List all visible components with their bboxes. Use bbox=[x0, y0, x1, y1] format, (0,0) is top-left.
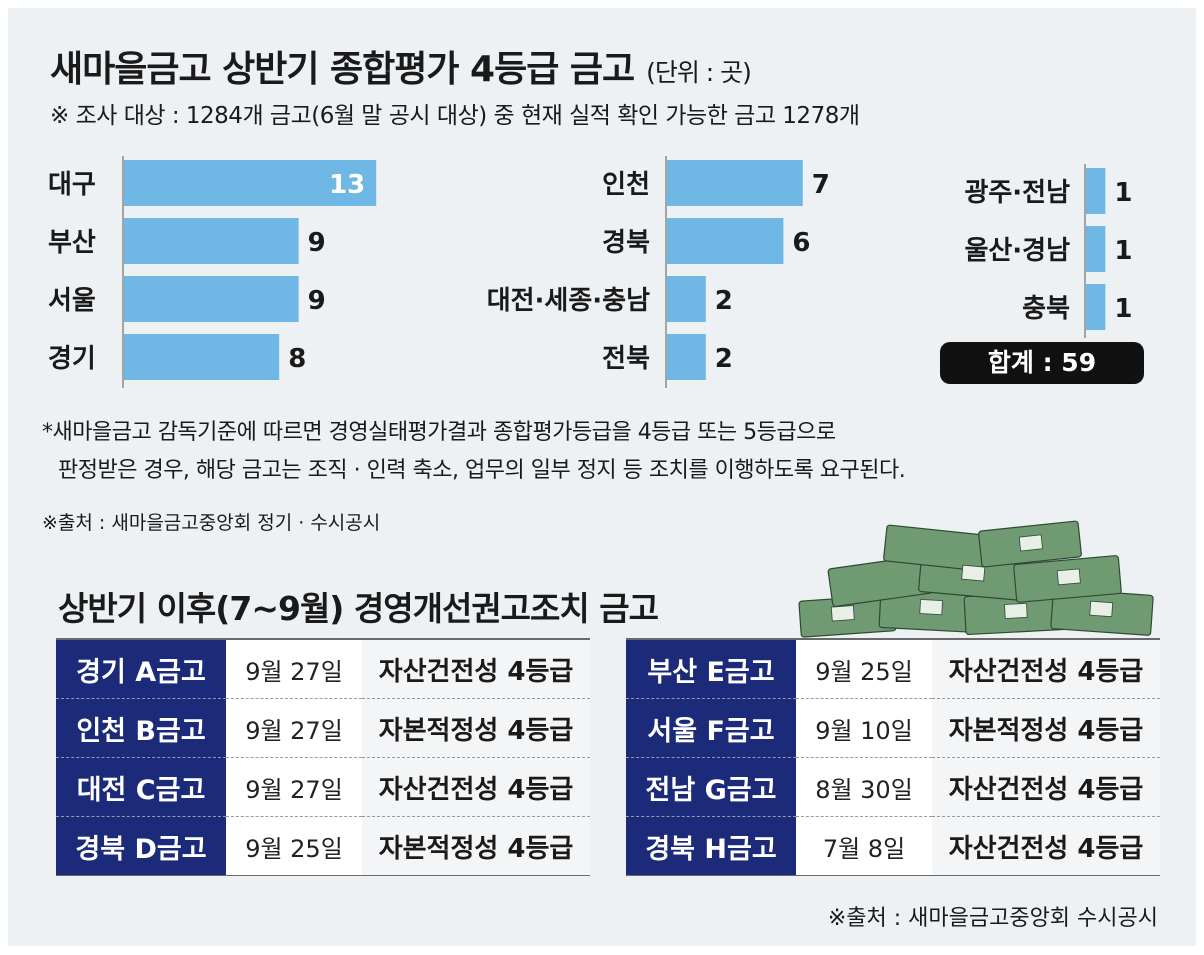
grade-text: 자산건전성 4등급 bbox=[932, 757, 1160, 817]
table-row: 인천 B금고 9월 27일 자본적정성 4등급 bbox=[56, 698, 590, 758]
grade-text: 자산건전성 4등급 bbox=[362, 640, 590, 699]
grade-text: 자본적정성 4등급 bbox=[362, 816, 590, 875]
table-row: 경기 A금고 9월 27일 자산건전성 4등급 bbox=[56, 640, 590, 699]
branch-name: 대전 C금고 bbox=[56, 757, 226, 817]
branch-name: 경북 D금고 bbox=[56, 816, 226, 875]
bar bbox=[1086, 226, 1106, 272]
category-label: 충북 bbox=[1022, 294, 1070, 324]
data-label: 13 bbox=[329, 170, 365, 200]
footnote-line-2: 판정받은 경우, 해당 금고는 조직 · 인력 축소, 업무의 일부 정지 등 … bbox=[58, 458, 906, 483]
category-label: 서울 bbox=[48, 286, 96, 316]
bar bbox=[1086, 284, 1106, 330]
measure-date: 9월 25일 bbox=[226, 816, 362, 875]
section-title: 상반기 이후(7~9월) 경영개선권고조치 금고 bbox=[58, 589, 659, 628]
bar bbox=[667, 334, 706, 380]
source-note-2: ※출처 : 새마을금고중앙회 수시공시 bbox=[827, 906, 1158, 931]
grade-text: 자산건전성 4등급 bbox=[362, 757, 590, 817]
grade-text: 자산건전성 4등급 bbox=[932, 640, 1160, 699]
table-row: 부산 E금고 9월 25일 자산건전성 4등급 bbox=[626, 640, 1160, 699]
data-label: 1 bbox=[1114, 236, 1132, 266]
measures-table-right: 부산 E금고 9월 25일 자산건전성 4등급 서울 F금고 9월 10일 자본… bbox=[626, 640, 1160, 875]
measure-date: 8월 30일 bbox=[796, 757, 932, 817]
category-label: 경북 bbox=[602, 228, 650, 258]
category-label: 광주·전남 bbox=[964, 178, 1070, 208]
category-label: 대전·세종·충남 bbox=[487, 286, 650, 316]
category-label: 인천 bbox=[602, 170, 650, 200]
total-badge: 합계 : 59 bbox=[940, 342, 1144, 384]
measure-date: 9월 25일 bbox=[796, 640, 932, 699]
branch-name: 전남 G금고 bbox=[626, 757, 796, 817]
survey-note: ※ 조사 대상 : 1284개 금고(6월 말 공시 대상) 중 현재 실적 확… bbox=[50, 103, 860, 129]
branch-name: 경북 H금고 bbox=[626, 816, 796, 875]
measures-table-left: 경기 A금고 9월 27일 자산건전성 4등급 인천 B금고 9월 27일 자본… bbox=[56, 640, 590, 875]
chart-title: 새마을금고 상반기 종합평가 4등급 금고 (단위 : 곳) bbox=[50, 40, 752, 92]
measure-date: 7월 8일 bbox=[796, 816, 932, 875]
branch-name: 경기 A금고 bbox=[56, 640, 226, 699]
bar bbox=[1086, 168, 1106, 214]
source-note: ※출처 : 새마을금고중앙회 정기 · 수시공시 bbox=[42, 512, 381, 534]
category-label: 부산 bbox=[48, 228, 96, 258]
data-label: 7 bbox=[812, 170, 830, 200]
measure-date: 9월 27일 bbox=[226, 698, 362, 758]
data-label: 9 bbox=[308, 228, 326, 258]
table-row: 서울 F금고 9월 10일 자본적정성 4등급 bbox=[626, 698, 1160, 758]
table-right-top-rule bbox=[626, 638, 1160, 640]
bar bbox=[667, 160, 803, 206]
data-label: 2 bbox=[715, 286, 733, 316]
data-label: 9 bbox=[308, 286, 326, 316]
category-label: 경기 bbox=[48, 344, 96, 374]
bar bbox=[667, 276, 706, 322]
measure-date: 9월 27일 bbox=[226, 640, 362, 699]
bar bbox=[124, 218, 299, 264]
measure-date: 9월 10일 bbox=[796, 698, 932, 758]
grade-text: 자본적정성 4등급 bbox=[362, 698, 590, 758]
category-label: 대구 bbox=[48, 170, 96, 200]
data-label: 2 bbox=[715, 344, 733, 374]
bar bbox=[124, 160, 377, 206]
footnote-line-1: *새마을금고 감독기준에 따르면 경영실태평가결과 종합평가등급을 4등급 또는… bbox=[42, 420, 836, 445]
table-left-top-rule bbox=[56, 638, 590, 640]
data-label: 1 bbox=[1114, 294, 1132, 324]
branch-name: 인천 B금고 bbox=[56, 698, 226, 758]
category-label: 전북 bbox=[602, 344, 650, 374]
table-row: 경북 D금고 9월 25일 자본적정성 4등급 bbox=[56, 816, 590, 875]
table-row: 경북 H금고 7월 8일 자산건전성 4등급 bbox=[626, 816, 1160, 875]
bar-chart: 대구 13 부산 9 서울 9 경기 8 인천 7 경북 6 대전·세종·충남 2 전북 2 광주·전남 1 울산·… bbox=[48, 156, 1132, 388]
table-right-bottom-rule bbox=[626, 874, 1160, 876]
bar bbox=[124, 276, 299, 322]
table-row: 전남 G금고 8월 30일 자산건전성 4등급 bbox=[626, 757, 1160, 817]
category-label: 울산·경남 bbox=[964, 236, 1070, 266]
bar bbox=[124, 334, 280, 380]
data-label: 8 bbox=[288, 344, 306, 374]
data-label: 6 bbox=[792, 228, 810, 258]
money-stack-image bbox=[798, 520, 1154, 638]
measure-date: 9월 27일 bbox=[226, 757, 362, 817]
data-label: 1 bbox=[1114, 178, 1132, 208]
branch-name: 서울 F금고 bbox=[626, 698, 796, 758]
grade-text: 자산건전성 4등급 bbox=[932, 816, 1160, 875]
chart-title-text: 새마을금고 상반기 종합평가 4등급 금고 bbox=[50, 49, 635, 90]
table-left-bottom-rule bbox=[56, 874, 590, 876]
unit-label: (단위 : 곳) bbox=[646, 58, 752, 87]
bar bbox=[667, 218, 784, 264]
grade-text: 자본적정성 4등급 bbox=[932, 698, 1160, 758]
table-row: 대전 C금고 9월 27일 자산건전성 4등급 bbox=[56, 757, 590, 817]
branch-name: 부산 E금고 bbox=[626, 640, 796, 699]
